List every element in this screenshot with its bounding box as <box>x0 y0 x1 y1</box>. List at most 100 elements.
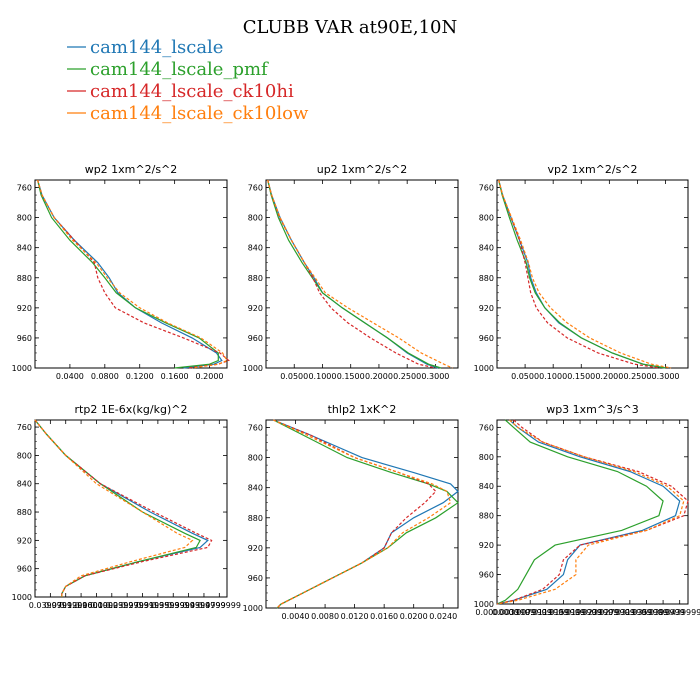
x-tick-label: 0.2500 <box>623 372 651 381</box>
plot-frame <box>265 419 459 609</box>
y-tick-label: 960 <box>248 574 263 583</box>
panel-title: up2 1xm^2/s^2 <box>317 163 408 176</box>
x-tick-label: 0.3000 <box>421 372 449 381</box>
series-line-cam144_lscale <box>267 179 439 369</box>
panel-title: wp3 1xm^3/s^3 <box>546 403 639 416</box>
x-tick-label: 0.1600000 <box>75 601 118 610</box>
x-tick-label: 0.0159999 <box>542 608 585 617</box>
x-tick-label: 0.0199999 <box>558 608 601 617</box>
y-tick-label: 880 <box>248 514 263 523</box>
series-line-cam144_lscale_ck10hi <box>37 179 230 369</box>
x-tick-label: 0.1000 <box>308 372 336 381</box>
series-line-cam144_lscale_ck10low <box>498 179 672 369</box>
y-tick-label: 880 <box>248 274 263 283</box>
plot-frame <box>496 179 689 369</box>
x-tick-label: 0.1999999 <box>90 601 133 610</box>
x-tick-label: 0.0160 <box>370 612 398 621</box>
x-tick-label: 0.1200000 <box>59 601 102 610</box>
y-tick-label: 840 <box>479 244 494 253</box>
series-line-cam144_lscale <box>498 179 666 369</box>
legend-entry-3: cam144_lscale_ck10low <box>90 103 309 124</box>
x-tick-label: 0.0240 <box>429 612 457 621</box>
y-tick-label: 960 <box>479 334 494 343</box>
series-line-cam144_lscale_ck10low <box>267 179 453 369</box>
x-tick-label: 0.0040 <box>282 612 310 621</box>
y-tick-label: 840 <box>479 482 494 491</box>
y-tick-label: 1000 <box>243 604 263 613</box>
panel-title: wp2 1xm^2/s^2 <box>85 163 178 176</box>
series-line-cam144_lscale_ck10hi <box>498 179 660 369</box>
series-line-cam144_lscale <box>37 179 223 369</box>
series-line-cam144_lscale_pmf <box>498 179 666 369</box>
x-tick-label: 0.1600 <box>161 372 189 381</box>
panel-rtp2: rtp2 1E-6x(kg/kg)^2 760 800 840 880 920 960 100… <box>12 403 241 610</box>
x-tick-label: 0.2000 <box>595 372 623 381</box>
y-tick-label: 800 <box>17 214 32 223</box>
x-tick-label: 0.2399999 <box>106 601 149 610</box>
y-tick-label: 760 <box>479 184 494 193</box>
panel-wp3: wp3 1xm^3/s^3 760 800 840 880 920 960 10000.000… <box>474 403 700 617</box>
y-tick-label: 760 <box>248 184 263 193</box>
y-tick-label: 960 <box>17 334 32 343</box>
series-line-cam144_lscale_pmf <box>273 419 459 609</box>
y-tick-label: 1000 <box>474 600 494 609</box>
y-tick-label: 880 <box>479 274 494 283</box>
x-tick-label: 0.3599999 <box>152 601 195 610</box>
x-tick-label: 0.2000 <box>365 372 393 381</box>
series-line-cam144_lscale_ck10hi <box>496 419 689 605</box>
x-tick-label: 0.4799999 <box>198 601 241 610</box>
y-tick-label: 800 <box>17 451 32 460</box>
y-tick-label: 800 <box>479 453 494 462</box>
y-tick-label: 800 <box>248 214 263 223</box>
x-tick-label: 0.0039999 <box>492 608 535 617</box>
y-tick-label: 840 <box>17 480 32 489</box>
x-tick-label: 0.0000000 <box>475 608 518 617</box>
y-tick-label: 920 <box>479 541 494 550</box>
x-tick-label: 0.0359999 <box>625 608 668 617</box>
x-tick-label: 0.0080 <box>311 612 339 621</box>
x-tick-label: 0.1500 <box>337 372 365 381</box>
y-tick-label: 880 <box>17 274 32 283</box>
series-line-cam144_lscale <box>496 419 681 605</box>
panel-title: thlp2 1xK^2 <box>328 403 397 416</box>
y-tick-label: 880 <box>479 512 494 521</box>
x-tick-label: 0.2000 <box>196 372 224 381</box>
panel-up2: up2 1xm^2/s^2 760 800 840 880 920 960 1000 0.050… <box>243 163 459 381</box>
x-tick-label: 0.0800 <box>91 372 119 381</box>
y-tick-label: 1000 <box>474 364 494 373</box>
x-tick-label: 0.1000 <box>539 372 567 381</box>
x-tick-label: 0.1200 <box>126 372 154 381</box>
panel-vp2: vp2 1xm^2/s^2 760 800 840 880 920 960 1000 0.050… <box>474 163 689 381</box>
x-tick-label: 0.0400 <box>56 372 84 381</box>
y-tick-label: 760 <box>17 184 32 193</box>
panel-title: vp2 1xm^2/s^2 <box>547 163 637 176</box>
y-tick-label: 800 <box>479 214 494 223</box>
x-tick-label: 0.3999999 <box>167 601 210 610</box>
y-tick-label: 920 <box>479 304 494 313</box>
x-tick-label: 0.0200 <box>400 612 428 621</box>
x-tick-label: 0.0119999 <box>525 608 568 617</box>
series-line-cam144_lscale_ck10hi <box>273 419 437 609</box>
y-tick-label: 920 <box>248 544 263 553</box>
y-tick-label: 960 <box>17 565 32 574</box>
series-line-cam144_lscale_pmf <box>267 179 442 369</box>
x-tick-label: 0.3000 <box>652 372 680 381</box>
series-line-cam144_lscale <box>34 419 209 597</box>
x-tick-label: 0.0439999 <box>658 608 700 617</box>
y-tick-label: 960 <box>248 334 263 343</box>
x-tick-label: 0.0500 <box>511 372 539 381</box>
plot-frame <box>34 179 228 369</box>
legend: cam144_lscale cam144_lscale_pmf cam144_l… <box>67 37 309 124</box>
plot-frame <box>265 179 459 369</box>
series-line-cam144_lscale_ck10low <box>34 419 194 597</box>
series-line-cam144_lscale_ck10hi <box>34 419 213 597</box>
y-tick-label: 920 <box>17 536 32 545</box>
series-line-cam144_lscale_pmf <box>34 419 201 597</box>
x-tick-label: 0.0079999 <box>509 608 552 617</box>
plot-frame <box>34 419 228 598</box>
series-line-cam144_lscale_ck10low <box>273 419 452 609</box>
panel-title: rtp2 1E-6x(kg/kg)^2 <box>75 403 188 416</box>
y-tick-label: 920 <box>17 304 32 313</box>
